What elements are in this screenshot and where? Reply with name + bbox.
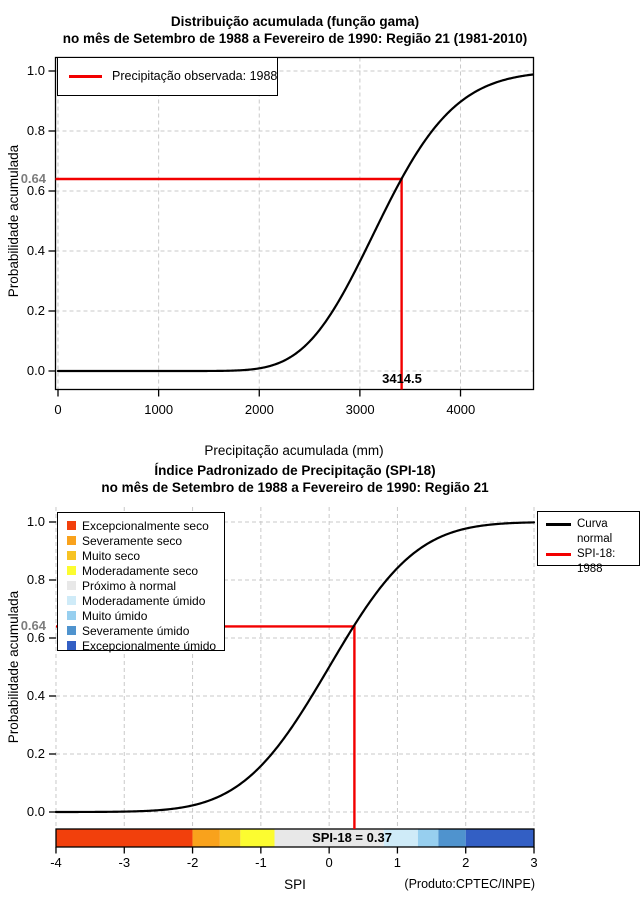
producer-credit: (Produto:CPTEC/INPE) [404,877,535,891]
legend-item-label: Excepcionalmente seco [82,518,209,533]
legend-item-label: Moderadamente úmido [82,593,206,608]
legend-item-exc-seco: Excepcionalmente seco [58,519,224,533]
curves-legend-label-spi: SPI-18: 1988 [577,548,616,575]
legend-item-label: Muito úmido [82,608,148,623]
legend-item-label: Severamente úmido [82,623,190,638]
chart2-curves-legend: Curva normal SPI-18: 1988 [537,511,640,575]
chart2-title-line2: no mês de Setembro de 1988 a Fevereiro d… [101,480,489,495]
chart2-x-axis-title: SPI [284,877,306,892]
chart2-xtick-2: 2 [462,855,470,870]
chart2-spi-annotation: SPI-18 = 0.37 [312,830,392,845]
chart1-ytick-0.8: 0.8 [26,123,45,138]
chart1-xtick-0: 0 [54,402,62,417]
chart2-ytick-1.0: 1.0 [26,514,45,529]
legend-item-exc-umido: Excepcionalmente úmido [58,639,224,653]
chart1-legend: Precipitação observada: 1988 [57,57,278,96]
chart1-ytick-0.4: 0.4 [26,243,45,258]
chart2-ytick-0.2: 0.2 [26,746,45,761]
mod-seco-swatch-icon [67,566,76,575]
chart2-xtick--3: -3 [118,855,131,870]
chart1-xtick-3000: 3000 [345,402,375,417]
chart1-ref-precipitation-label: 3414.5 [382,371,422,386]
legend-item-label: Moderadamente seco [82,563,199,578]
chart2-title-line1: Índice Padronizado de Precipitação (SPI-… [154,463,436,478]
legend-item-label: Próximo à normal [82,578,177,593]
chart2-ytick-0.6: 0.6 [26,630,45,645]
chart1-xtick-4000: 4000 [446,402,476,417]
chart1-ref-probability-label: 0.64 [20,171,46,186]
chart2-xtick-3: 3 [530,855,538,870]
chart1-title-line2: no mês de Setembro de 1988 a Fevereiro d… [62,31,528,46]
legend-item-label: Excepcionalmente úmido [82,638,217,653]
legend-item-muito-umido: Muito úmido [58,609,224,623]
chart2-ytick-0.8: 0.8 [26,572,45,587]
curves-legend-label-normal: normal [577,533,613,545]
exc-seco-swatch-icon [67,521,76,530]
chart1-title-line1: Distribuição acumulada (função gama) [170,14,420,29]
chart1-ytick-0.6: 0.6 [26,183,45,198]
chart2-ref-probability-label: 0.64 [20,618,46,633]
chart2-y-axis-title: Probabilidade acumulada [6,590,21,744]
chart2-ytick-0.4: 0.4 [26,688,45,703]
chart1-xtick-1000: 1000 [144,402,174,417]
normal-swatch-icon [67,581,76,590]
chart2-ytick-0.0: 0.0 [26,804,45,819]
legend-item-muito-seco: Muito seco [58,549,224,563]
exc-umido-swatch-icon [67,641,76,650]
chart1-y-axis-title: Probabilidade acumulada [6,144,21,298]
chart1-x-axis-title: Precipitação acumulada (mm) [204,443,384,458]
mod-umido-swatch-icon [67,596,76,605]
muito-umido-swatch-icon [67,611,76,620]
chart1-ytick-0.0: 0.0 [26,363,45,378]
chart2-xtick-1: 1 [393,855,401,870]
legend-item-sev-seco: Severamente seco [58,534,224,548]
chart1-xtick-2000: 2000 [244,402,274,417]
chart2-xtick-0: 0 [325,855,333,870]
legend-item-mod-seco: Moderadamente seco [58,564,224,578]
chart2-category-legend: Excepcionalmente seco Severamente seco M… [57,512,225,653]
curves-legend-label-curva: Curva [577,518,608,530]
legend-item-sev-umido: Severamente úmido [58,624,224,638]
sev-umido-swatch-icon [67,626,76,635]
legend-item-normal: Próximo à normal [58,579,224,593]
chart2-xtick--1: -1 [255,855,267,870]
normal-curve-line-icon [546,523,571,526]
chart2-xtick--4: -4 [50,855,62,870]
legend-item-label: Muito seco [82,548,141,563]
chart1-ytick-0.2: 0.2 [26,303,45,318]
legend-item-label: Severamente seco [82,533,183,548]
muito-seco-swatch-icon [67,551,76,560]
sev-seco-swatch-icon [67,536,76,545]
chart1-ytick-1.0: 1.0 [26,63,45,78]
chart2-xtick--2: -2 [186,855,199,870]
observed-precip-line-icon [69,75,102,78]
legend-item-mod-umido: Moderadamente úmido [58,594,224,608]
chart1-legend-label: Precipitação observada: 1988 [112,69,278,83]
spi-1988-line-icon [546,553,571,556]
